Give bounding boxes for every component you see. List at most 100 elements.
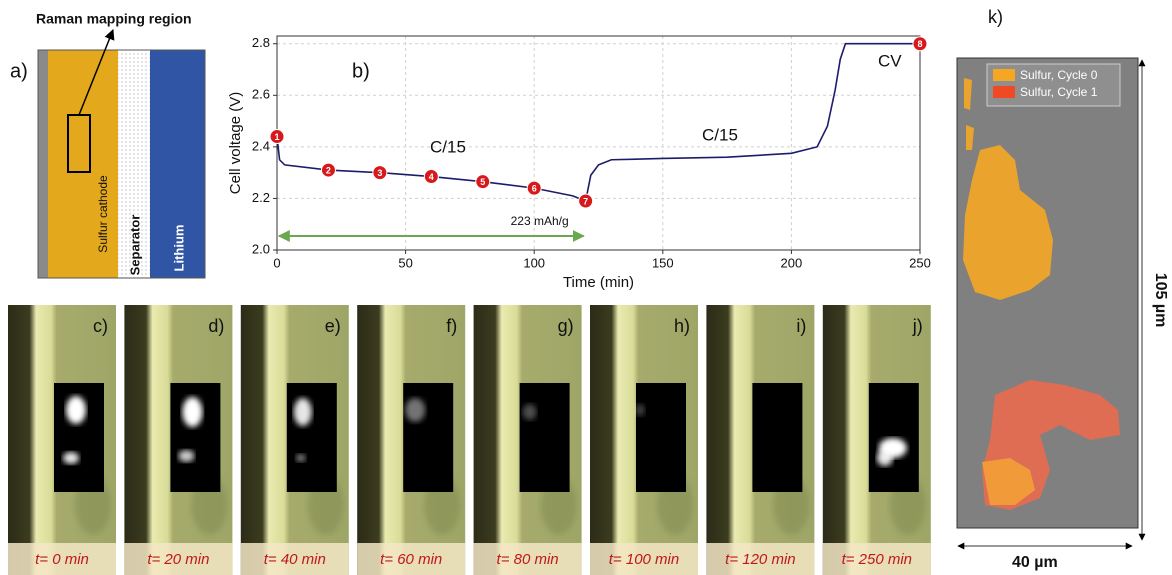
x-tick-label: 250	[909, 255, 931, 270]
time-point	[475, 174, 491, 190]
y-tick-label: 2.6	[252, 87, 270, 102]
raman-signal	[63, 452, 79, 464]
caption-band	[706, 543, 815, 575]
time-point	[912, 36, 928, 52]
layer-label: Separator	[127, 215, 142, 276]
legend-swatch	[993, 69, 1015, 81]
raman-signal	[293, 398, 312, 426]
caption: t= 120 min	[725, 551, 795, 568]
current-collector	[38, 50, 48, 278]
y-tick-label: 2.8	[252, 35, 270, 50]
plot-frame	[276, 35, 921, 251]
cycle0-region	[982, 458, 1035, 505]
raman-signal	[635, 404, 645, 416]
image-panels: c) t= 0 min d) t= 20 min e) t= 40 min f) t= 60 …	[8, 305, 931, 575]
y-tick-label: 2.2	[252, 190, 270, 205]
caption: t= 0 min	[35, 551, 89, 568]
caption-band	[8, 543, 116, 575]
caption: t= 250 min	[842, 551, 912, 568]
caption-band	[357, 543, 466, 575]
diagram-title: Raman mapping region	[36, 11, 192, 27]
x-tick-label: 150	[652, 255, 674, 270]
caption: t= 20 min	[147, 551, 209, 568]
time-point-label: 3	[377, 168, 382, 178]
time-point	[372, 165, 388, 181]
annotation: C/15	[430, 137, 466, 156]
panel-label: i)	[796, 316, 806, 336]
panel-k: k) 105 µm 40 µm Sulfur, Cycle 0 Sulfur, C…	[956, 7, 1169, 571]
layer-label: Lithium	[171, 225, 186, 272]
time-point-label: 1	[274, 132, 279, 142]
separator-layer	[118, 50, 150, 278]
y-tick-label: 2.0	[252, 241, 270, 256]
lithium-layer	[150, 50, 205, 278]
cathode-layer	[48, 50, 118, 278]
raman-signal	[876, 450, 893, 466]
cycle0-region	[963, 78, 1053, 300]
panel-label: d)	[208, 316, 224, 336]
caption-band	[240, 543, 349, 575]
time-point-label: 4	[429, 172, 434, 182]
caption-band	[590, 543, 698, 575]
time-point	[320, 162, 336, 178]
legend-swatch	[993, 86, 1015, 98]
legend-label: Sulfur, Cycle 0	[1020, 68, 1098, 82]
panel-b: 2.0 2.2 2.4 2.6 2.8 0 50 100 150 200 250 Time (min)…	[227, 35, 931, 291]
x-tick-label: 100	[523, 255, 545, 270]
raman-map	[286, 383, 337, 492]
caption-band	[473, 543, 582, 575]
panel-label: e)	[325, 316, 341, 336]
scale-label: 40 µm	[1012, 554, 1058, 571]
panel-label: f)	[446, 316, 457, 336]
time-point-label: 2	[326, 165, 331, 175]
y-tick-label: 2.4	[252, 138, 270, 153]
caption: t= 40 min	[264, 551, 326, 568]
annotation: CV	[878, 51, 902, 70]
raman-signal	[182, 397, 203, 427]
panel-label: k)	[988, 7, 1003, 27]
raman-map	[752, 383, 803, 492]
time-point	[526, 180, 542, 196]
time-point-label: 5	[480, 177, 485, 187]
raman-signal	[178, 450, 195, 462]
capacity-label: 223 mAh/g	[511, 214, 569, 228]
x-tick-label: 200	[781, 255, 803, 270]
raman-signal	[295, 454, 306, 462]
raman-map	[868, 383, 919, 492]
caption: t= 60 min	[380, 551, 442, 568]
layer-label: Sulfur cathode	[96, 175, 110, 253]
raman-signal	[66, 396, 86, 424]
caption: t= 80 min	[497, 551, 559, 568]
panel-label: a)	[10, 60, 28, 82]
voltage-line	[276, 42, 920, 203]
time-point	[269, 129, 285, 145]
diagram-frame	[37, 49, 206, 279]
caption: t= 100 min	[609, 551, 679, 568]
panel-label: c)	[93, 316, 108, 336]
caption-band	[822, 543, 931, 575]
scale-label: 105 µm	[1152, 273, 1169, 328]
x-tick-label: 0	[273, 255, 280, 270]
time-point	[578, 193, 594, 209]
caption-band	[124, 543, 233, 575]
time-point-label: 6	[532, 183, 537, 193]
raman-map	[636, 383, 686, 492]
panel-a: a) Raman mapping region Sulfur cathode S…	[10, 11, 206, 279]
panel-label: j)	[912, 316, 923, 336]
x-tick-label: 50	[398, 255, 412, 270]
panel-label: b)	[352, 60, 370, 82]
pointer-arrow	[78, 29, 115, 116]
panel-label: h)	[674, 316, 690, 336]
panel-label: g)	[558, 316, 574, 336]
raman-signal	[405, 398, 426, 422]
time-point-label: 7	[583, 196, 588, 206]
raman-map	[519, 383, 570, 492]
time-point	[423, 169, 439, 185]
annotation: C/15	[702, 125, 738, 144]
x-axis-label: Time (min)	[563, 274, 634, 291]
legend-label: Sulfur, Cycle 1	[1020, 85, 1098, 99]
y-axis-label: Cell voltage (V)	[227, 92, 244, 195]
time-point-label: 8	[917, 39, 922, 49]
raman-signal	[522, 404, 537, 420]
